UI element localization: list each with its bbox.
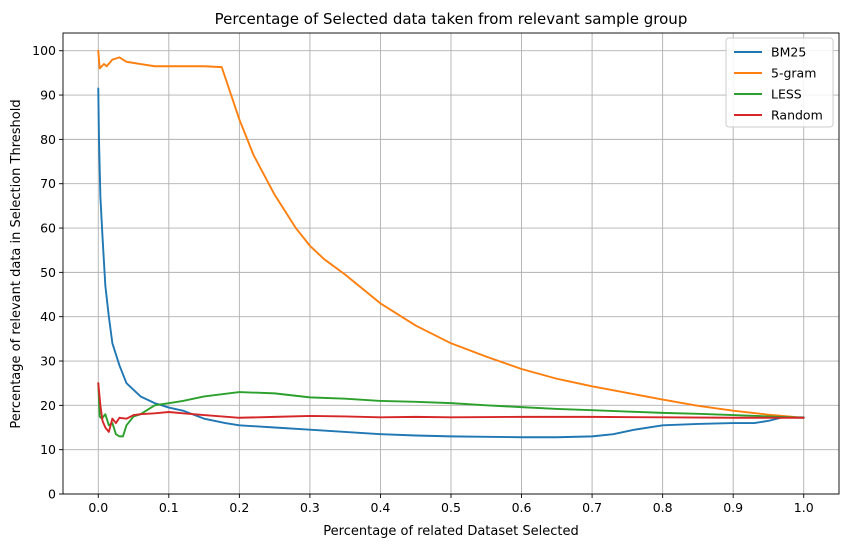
y-tick-label: 20 [40,398,56,413]
legend: BM25 5-gram LESS Random [725,37,834,128]
x-tick-label: 0.9 [723,500,743,515]
y-tick-label: 50 [40,265,56,280]
x-tick-label: 0.2 [229,500,249,515]
legend-box [725,37,834,128]
y-tick-label: 0 [48,487,56,502]
series-lines [97,49,805,439]
chart-title: Percentage of Selected data taken from r… [215,10,688,28]
axis-ticks: 0.0 0.1 0.2 0.3 0.4 0.5 0.6 0.7 0.8 0.9 1.0 0 10 20 30… [32,43,814,515]
series-line-less [97,382,805,438]
y-tick-label: 70 [40,176,56,191]
x-tick-label: 0.4 [371,500,391,515]
x-tick-label: 0.7 [582,500,602,515]
legend-label-random: Random [771,108,823,123]
y-tick-label: 10 [40,442,56,457]
y-axis-label: Percentage of relevant data in Selection… [9,99,24,428]
x-tick-label: 0.0 [88,500,108,515]
legend-label-5-gram: 5-gram [771,66,816,81]
y-tick-label: 80 [40,132,56,147]
x-tick-label: 0.5 [441,500,461,515]
x-axis-label: Percentage of related Dataset Selected [323,524,578,539]
y-tick-label: 40 [40,309,56,324]
x-tick-label: 1.0 [794,500,814,515]
series-line-5-gram [97,49,805,419]
x-tick-label: 0.8 [653,500,673,515]
y-tick-label: 60 [40,221,56,236]
series-line-bm25 [97,87,805,439]
series-line-random [97,382,805,433]
legend-label-less: LESS [771,87,802,102]
y-tick-label: 100 [32,43,56,58]
x-tick-label: 0.1 [159,500,179,515]
x-tick-label: 0.3 [300,500,320,515]
y-tick-label: 90 [40,88,56,103]
legend-label-bm25: BM25 [771,45,806,60]
y-tick-label: 30 [40,354,56,369]
x-tick-label: 0.6 [512,500,532,515]
